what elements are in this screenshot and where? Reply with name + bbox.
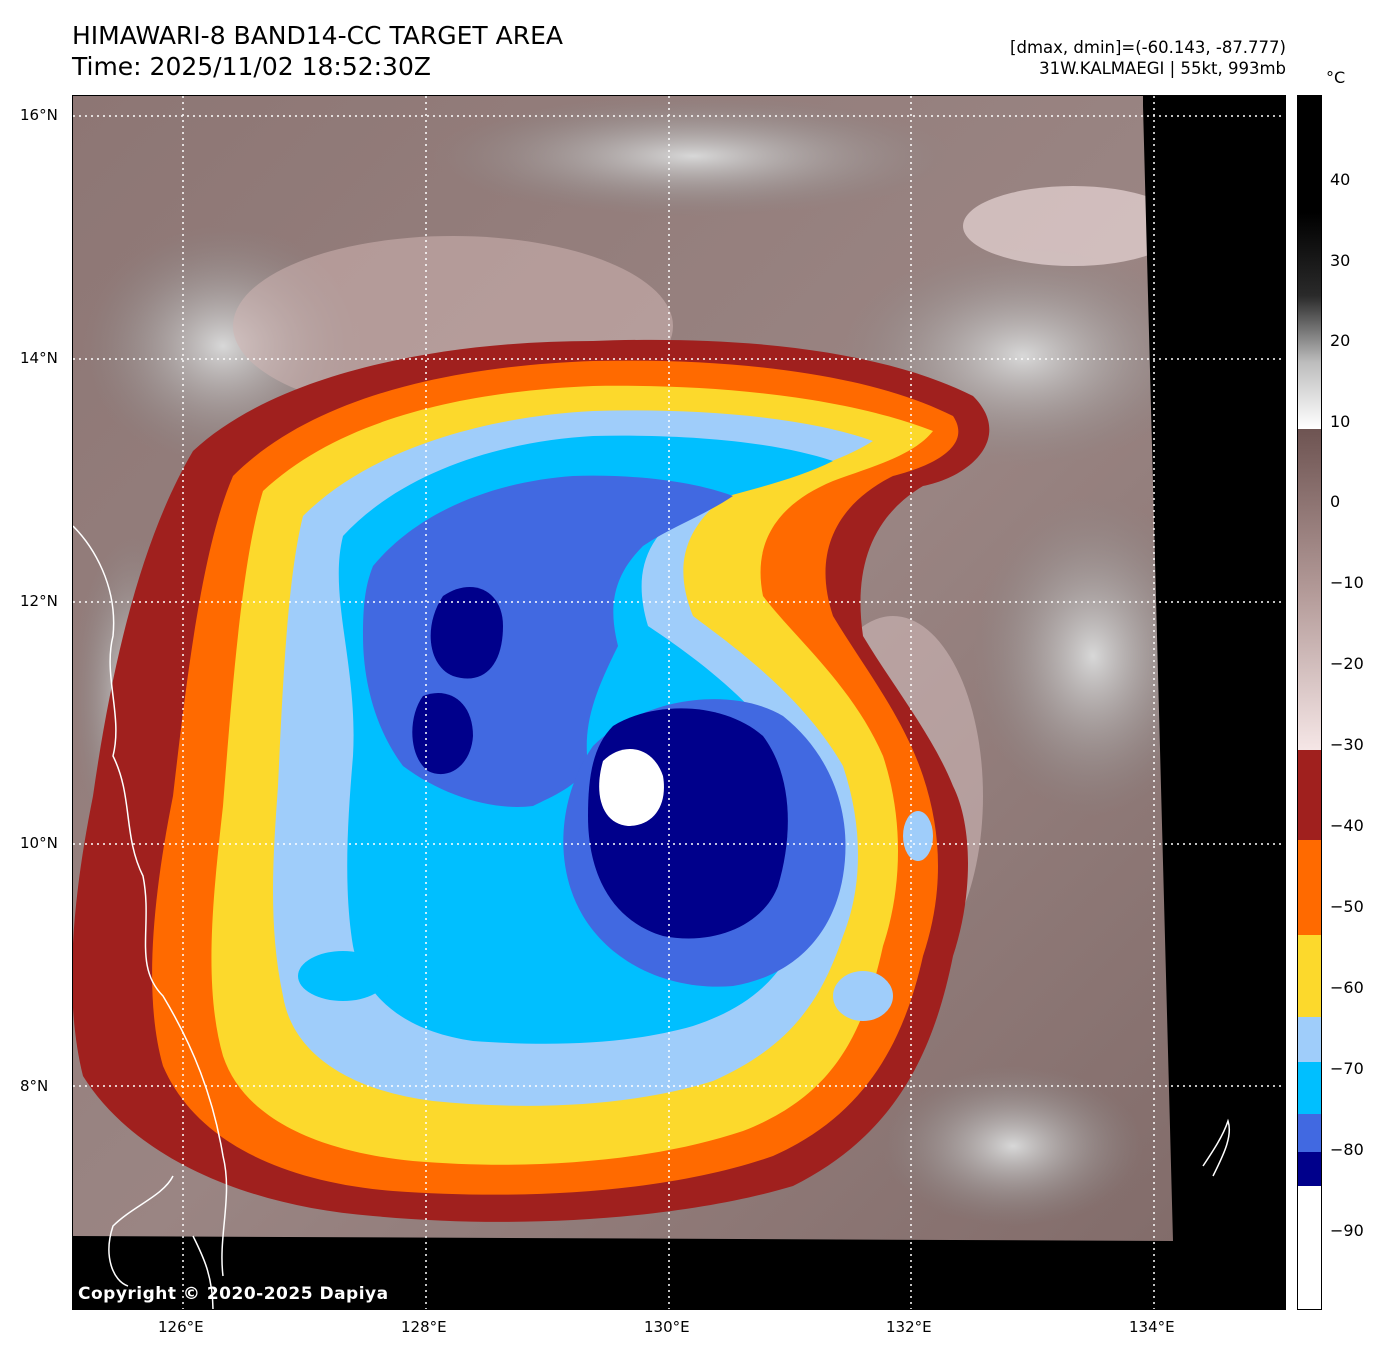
gray-cloud-patch (883, 1066, 1143, 1226)
band-navy (412, 692, 473, 775)
colorbar-label-neg90: −90 (1330, 1221, 1364, 1240)
lon-label-126: 126°E (158, 1318, 204, 1336)
gridlines (73, 96, 1285, 1309)
lat-label-12: 12°N (20, 592, 58, 610)
colorbar-seg-red (1298, 750, 1321, 840)
storm-info: [dmax, dmin]=(-60.143, -87.777) 31W.KALM… (1010, 37, 1286, 79)
map-svg (73, 96, 1285, 1309)
colorbar-seg-yellow (1298, 935, 1321, 1017)
colorbar-seg-warm (1298, 96, 1321, 429)
coastline-palau (1202, 1118, 1230, 1177)
colorbar-seg-brown (1298, 429, 1321, 750)
colorbar-seg-cyan (1298, 1062, 1321, 1114)
lon-label-130: 130°E (644, 1318, 690, 1336)
no-data-south (73, 1236, 1173, 1309)
lat-label-16: 16°N (20, 106, 58, 124)
band-navy (430, 587, 503, 679)
colorbar-label-0: 0 (1330, 492, 1341, 511)
colorbar-label-neg10: −10 (1330, 573, 1364, 592)
typhoon-cloud-shield (73, 339, 990, 1222)
lat-label-10: 10°N (20, 834, 58, 852)
lat-label-8: 8°N (20, 1077, 49, 1095)
lon-label-128: 128°E (401, 1318, 447, 1336)
colorbar-label-neg50: −50 (1330, 897, 1364, 916)
gray-cloud-patch (973, 496, 1213, 816)
title-line-1: HIMAWARI-8 BAND14-CC TARGET AREA (72, 21, 564, 50)
colorbar-seg-light-blue (1298, 1017, 1321, 1062)
chart-title: HIMAWARI-8 BAND14-CC TARGET AREA Time: 2… (72, 20, 563, 82)
colorbar-label-40: 40 (1330, 170, 1351, 189)
band-cyan-patch (298, 951, 388, 1001)
pink-cloud-patch (963, 186, 1183, 266)
colorbar (1297, 95, 1322, 1310)
band-white-core (599, 749, 664, 826)
lon-label-132: 132°E (886, 1318, 932, 1336)
lon-label-134: 134°E (1129, 1318, 1175, 1336)
coastline-mindanao (108, 1175, 214, 1309)
colorbar-seg-orange (1298, 840, 1321, 935)
copyright-text: Copyright © 2020-2025 Dapiya (78, 1284, 389, 1304)
colorbar-seg-royal-blue (1298, 1114, 1321, 1152)
colorbar-label-neg70: −70 (1330, 1059, 1364, 1078)
colorbar-unit: °C (1326, 68, 1346, 87)
colorbar-label-neg80: −80 (1330, 1140, 1364, 1159)
colorbar-label-30: 30 (1330, 251, 1351, 270)
info-line-1: [dmax, dmin]=(-60.143, -87.777) (1010, 38, 1286, 57)
coastlines (73, 525, 1230, 1309)
band-light-blue-patch (903, 811, 933, 861)
colorbar-label-neg40: −40 (1330, 816, 1364, 835)
info-line-2: 31W.KALMAEGI | 55kt, 993mb (1039, 59, 1286, 78)
no-data-east (1143, 96, 1285, 1309)
satellite-map (72, 95, 1286, 1310)
band-light-blue-patch (833, 971, 893, 1021)
colorbar-seg-navy (1298, 1152, 1321, 1186)
title-line-2: Time: 2025/11/02 18:52:30Z (72, 52, 431, 81)
colorbar-label-neg20: −20 (1330, 654, 1364, 673)
colorbar-svg (1298, 96, 1321, 1309)
coastline-samar-leyte (73, 525, 228, 1277)
gray-cloud-patch (433, 96, 953, 216)
lat-label-14: 14°N (20, 349, 58, 367)
colorbar-label-20: 20 (1330, 331, 1351, 350)
colorbar-label-neg30: −30 (1330, 735, 1364, 754)
colorbar-label-10: 10 (1330, 412, 1351, 431)
colorbar-seg-white (1298, 1186, 1321, 1309)
colorbar-label-neg60: −60 (1330, 978, 1364, 997)
